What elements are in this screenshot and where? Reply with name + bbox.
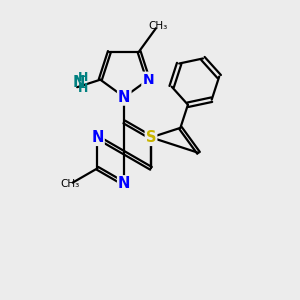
Text: N: N — [118, 90, 130, 105]
Text: H: H — [78, 71, 89, 84]
Text: CH₃: CH₃ — [148, 21, 167, 31]
Text: S: S — [146, 130, 156, 145]
Text: CH₃: CH₃ — [61, 179, 80, 189]
Text: H: H — [78, 82, 89, 95]
Text: N: N — [91, 130, 104, 145]
Text: N: N — [142, 73, 154, 87]
Text: N: N — [72, 74, 85, 89]
Text: N: N — [118, 176, 130, 191]
